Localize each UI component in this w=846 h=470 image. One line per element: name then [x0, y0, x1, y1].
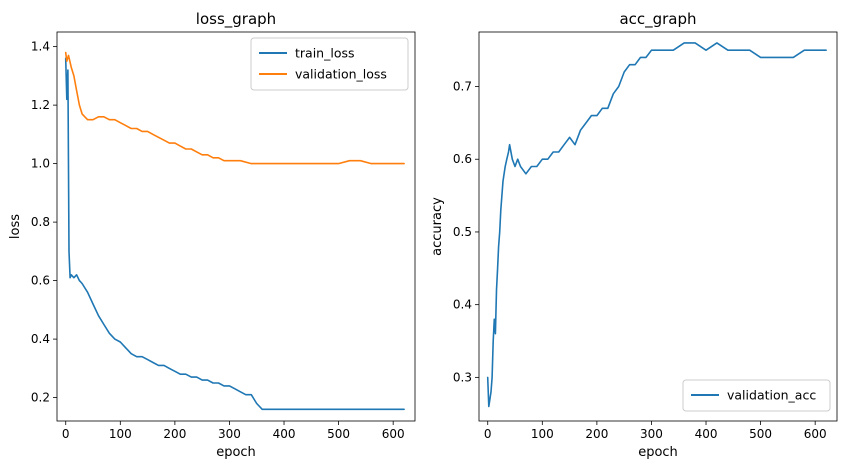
legend: train_loss validation_loss — [250, 37, 409, 91]
chart-1: acc_graph 0 100 200 300 400 500 600 0.3 0.4 0.5 0.6… — [430, 10, 838, 460]
y-tick-label: 1.0 — [31, 157, 50, 171]
axes-frame — [478, 31, 838, 422]
series-line-validation_acc — [486, 42, 827, 408]
x-tick-label: 400 — [273, 427, 296, 441]
series-line-train_loss — [64, 57, 405, 411]
x-tick-label: 300 — [640, 427, 663, 441]
x-tick-label: 600 — [804, 427, 827, 441]
y-tick-label: 1.2 — [31, 98, 50, 112]
y-tick-label: 0.7 — [453, 80, 472, 94]
y-tick-label: 0.4 — [453, 298, 472, 312]
chart-0: loss_graph 0 100 200 300 400 500 600 0.2 0.4 0.6 0.… — [8, 10, 416, 460]
x-tick-label: 0 — [62, 427, 70, 441]
axes-frame — [56, 31, 416, 422]
y-tick-label: 0.5 — [453, 225, 472, 239]
legend-label: validation_loss — [295, 67, 387, 82]
x-tick-label: 200 — [585, 427, 608, 441]
y-axis-label: loss — [8, 214, 23, 239]
y-tick-label: 0.3 — [453, 370, 472, 384]
y-tick-label: 1.4 — [31, 40, 50, 54]
x-tick-label: 0 — [484, 427, 492, 441]
y-tick-label: 0.6 — [31, 274, 50, 288]
x-tick-label: 500 — [749, 427, 772, 441]
y-tick-label: 0.6 — [453, 152, 472, 166]
x-tick-label: 500 — [327, 427, 350, 441]
series-line-validation_loss — [64, 51, 405, 165]
x-axis-label: epoch — [638, 445, 678, 460]
legend-box — [682, 379, 831, 412]
legend-label: validation_acc — [727, 388, 816, 403]
y-tick-label: 0.2 — [31, 391, 50, 405]
x-tick-label: 100 — [109, 427, 132, 441]
x-axis-label: epoch — [216, 445, 256, 460]
y-tick-label: 0.8 — [31, 215, 50, 229]
x-tick-label: 400 — [695, 427, 718, 441]
legend: validation_acc — [682, 379, 831, 412]
y-tick-label: 0.4 — [31, 332, 50, 346]
legend-label: train_loss — [295, 46, 355, 61]
x-tick-label: 200 — [163, 427, 186, 441]
x-tick-label: 100 — [531, 427, 554, 441]
legend-box — [250, 37, 409, 91]
chart-title: acc_graph — [619, 10, 696, 29]
x-tick-label: 300 — [218, 427, 241, 441]
chart-title: loss_graph — [196, 10, 276, 29]
y-axis-label: accuracy — [430, 197, 445, 256]
x-tick-label: 600 — [382, 427, 405, 441]
